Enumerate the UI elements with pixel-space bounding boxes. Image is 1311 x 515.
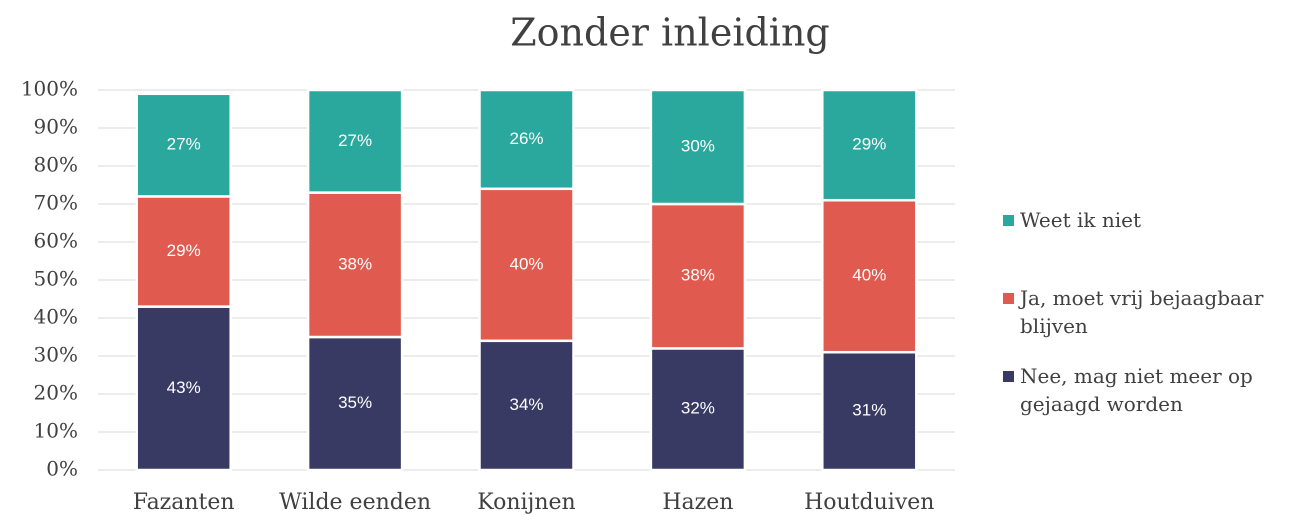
bar-segment: [649, 88, 747, 206]
value-label: 27%: [338, 131, 372, 150]
bar-segment: [649, 202, 747, 350]
value-label: 40%: [852, 266, 886, 285]
y-tick-label: 90%: [34, 115, 78, 139]
y-tick-label: 60%: [34, 229, 78, 253]
legend-label: Nee, mag niet meer op gejaagd worden: [1020, 364, 1253, 416]
legend-item: Nee, mag niet meer op gejaagd worden: [1003, 362, 1303, 418]
legend-swatch: [1003, 215, 1014, 226]
y-tick-label: 100%: [21, 77, 78, 101]
y-tick-label: 70%: [34, 191, 78, 215]
bar-segment: [135, 305, 232, 472]
bar-segment: [649, 347, 747, 472]
y-tick-label: 0%: [46, 457, 78, 481]
legend-label: Ja, moet vrij bejaagbaar blijven: [1020, 286, 1264, 338]
bar-segment: [135, 195, 232, 308]
y-tick-label: 10%: [34, 419, 78, 443]
legend-item: Ja, moet vrij bejaagbaar blijven: [1003, 284, 1303, 340]
value-label: 43%: [167, 378, 201, 397]
x-tick-label: Wilde eenden: [279, 490, 431, 515]
x-tick-label: Hazen: [662, 490, 733, 515]
bar-segment: [821, 88, 918, 202]
value-label: 32%: [681, 399, 715, 418]
bar-segment: [306, 335, 404, 472]
value-label: 35%: [338, 393, 372, 412]
value-label: 38%: [338, 254, 372, 273]
chart-title: Zonder inleiding: [510, 11, 830, 55]
bar-segment: [135, 92, 232, 198]
value-label: 30%: [681, 136, 715, 155]
bar-segment: [821, 350, 918, 472]
x-tick-label: Konijnen: [477, 490, 575, 515]
value-label: 26%: [509, 129, 543, 148]
value-label: 29%: [852, 135, 886, 154]
x-tick-label: Fazanten: [133, 490, 235, 515]
bar-segment: [306, 191, 404, 339]
value-label: 29%: [167, 241, 201, 260]
value-label: 38%: [681, 266, 715, 285]
value-label: 34%: [509, 395, 543, 414]
value-label: 40%: [509, 254, 543, 273]
y-tick-label: 30%: [34, 343, 78, 367]
bar-segment: [478, 88, 575, 191]
y-tick-label: 20%: [34, 381, 78, 405]
value-label: 31%: [852, 401, 886, 420]
x-tick-label: Houtduiven: [804, 490, 934, 515]
legend-label: Weet ik niet: [1020, 208, 1142, 232]
bar-segment: [306, 88, 404, 194]
y-tick-label: 40%: [34, 305, 78, 329]
legend-swatch: [1003, 371, 1014, 382]
y-tick-label: 80%: [34, 153, 78, 177]
y-tick-label: 50%: [34, 267, 78, 291]
legend-swatch: [1003, 293, 1014, 304]
legend-item: Weet ik niet: [1003, 206, 1303, 234]
value-label: 27%: [167, 135, 201, 154]
